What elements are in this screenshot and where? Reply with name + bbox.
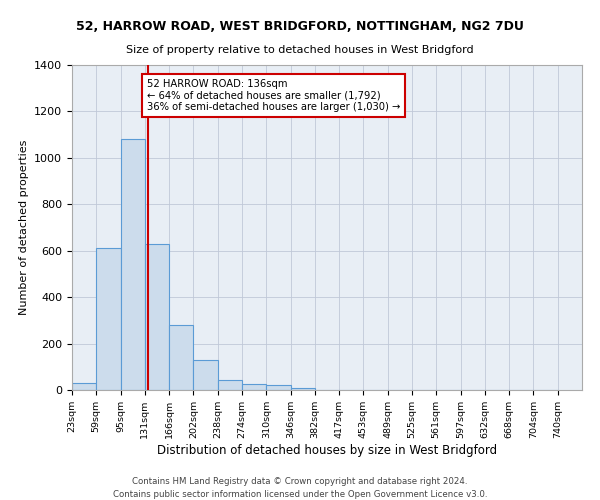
Bar	[242, 384, 266, 390]
X-axis label: Distribution of detached houses by size in West Bridgford: Distribution of detached houses by size …	[157, 444, 497, 456]
Bar	[193, 360, 218, 390]
Bar	[290, 388, 315, 390]
Text: 52, HARROW ROAD, WEST BRIDGFORD, NOTTINGHAM, NG2 7DU: 52, HARROW ROAD, WEST BRIDGFORD, NOTTING…	[76, 20, 524, 33]
Text: Size of property relative to detached houses in West Bridgford: Size of property relative to detached ho…	[126, 45, 474, 55]
Bar	[96, 248, 121, 390]
Bar	[218, 380, 242, 390]
Bar	[266, 386, 290, 390]
Bar	[121, 140, 145, 390]
Bar	[169, 325, 193, 390]
Text: Contains HM Land Registry data © Crown copyright and database right 2024.: Contains HM Land Registry data © Crown c…	[132, 478, 468, 486]
Text: 52 HARROW ROAD: 136sqm
← 64% of detached houses are smaller (1,792)
36% of semi-: 52 HARROW ROAD: 136sqm ← 64% of detached…	[147, 79, 400, 112]
Y-axis label: Number of detached properties: Number of detached properties	[19, 140, 29, 315]
Bar	[145, 244, 169, 390]
Text: Contains public sector information licensed under the Open Government Licence v3: Contains public sector information licen…	[113, 490, 487, 499]
Bar	[72, 383, 96, 390]
